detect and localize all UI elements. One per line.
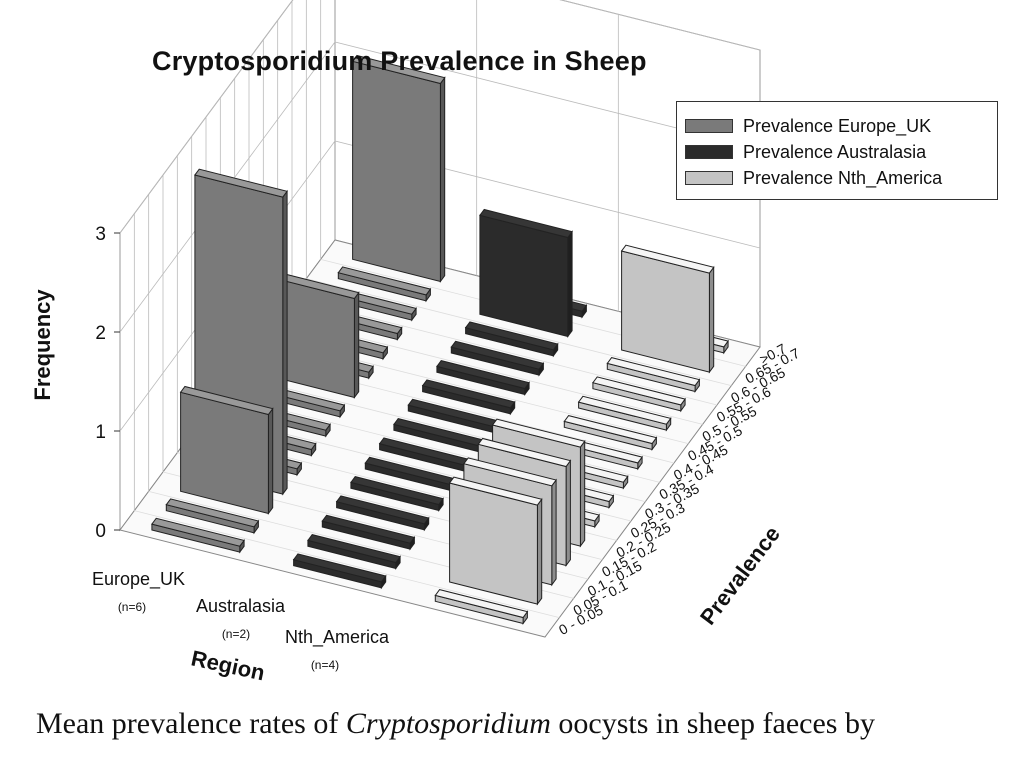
region-n-label: (n=4) [311,658,339,672]
bar-side [439,76,446,284]
bar [450,340,545,377]
bar-side [536,497,543,606]
x-axis-label: Region [189,645,267,685]
chart-legend: Prevalence Europe_UK Prevalence Australa… [676,101,998,200]
bar [464,321,559,358]
bar-top [165,498,260,528]
bar-side [579,439,586,548]
bar [337,266,432,303]
bar-top [321,514,416,544]
floor-line [234,374,660,483]
bar-side [565,459,571,568]
bar-side [708,265,715,374]
bar [606,357,701,394]
legend-label: Prevalence Australasia [743,141,927,162]
bar-top [606,357,701,387]
bar [179,385,274,516]
bar-top [434,589,529,619]
floor-line [306,278,732,387]
y-tick-label: 1 [95,422,106,443]
bar-top [194,168,288,198]
bar-top [592,376,686,406]
bar [434,589,529,626]
bar [448,476,543,606]
bar [292,553,387,590]
floor-line [134,510,560,619]
bar-top [350,476,444,506]
gridline [119,0,761,234]
bar-top [479,208,573,239]
bar [364,456,459,493]
gridline [119,41,761,333]
region-n-label: (n=6) [118,600,146,614]
z-axis-label: Prevalence [695,522,785,630]
bar-top [292,553,387,583]
bar [620,244,715,374]
gridline [119,140,761,432]
bar [165,498,260,535]
y-tick-label: 0 [95,521,106,542]
bar-side [567,230,573,339]
bar [307,534,401,571]
bar-top [563,415,658,445]
bar [479,208,573,339]
bar-top [450,340,545,370]
bar-side [267,407,274,516]
figure-caption: Mean prevalence rates of Cryptosporidium… [36,707,875,741]
bar-top [179,385,274,416]
y-tick-label: 3 [95,224,106,245]
bar [563,415,658,452]
bar [351,54,446,284]
bar-top [436,360,530,390]
caption-italic: Cryptosporidium [345,707,551,740]
bar-top [448,476,543,506]
bar [335,495,430,532]
bar [350,476,444,513]
bar [265,269,360,400]
bar-top [151,517,245,547]
bar-top [620,244,715,274]
legend-item: Prevalence Europe_UK [685,115,931,137]
bar [436,360,530,397]
region-label: Nth_America [285,627,390,648]
region-label: Australasia [196,596,286,616]
y-axis-label: Frequency [30,289,55,401]
bar-top [463,457,557,487]
legend-swatch [685,145,733,159]
legend-item: Prevalence Nth_America [685,167,942,189]
y-tick-label: 2 [95,323,106,344]
bar-top [421,379,516,409]
legend-label: Prevalence Europe_UK [743,115,932,136]
floor-line [291,297,718,406]
legend-label: Prevalence Nth_America [743,167,943,188]
bar-top [477,437,572,468]
bar-top [577,395,672,425]
bar-top [351,54,446,85]
region-label: Europe_UK [92,569,185,590]
bar-side [353,291,360,400]
bar-top [335,495,430,525]
legend-swatch [685,119,733,133]
bar-side [282,189,288,496]
legend-swatch [685,171,733,185]
region-n-label: (n=2) [222,627,250,641]
bar [321,514,416,551]
bar-front [352,60,441,283]
caption-text-end: oocysts in sheep faeces by [550,707,875,740]
caption-text: Mean prevalence rates of [36,707,346,740]
bar [421,379,516,416]
bar-top [464,321,559,351]
legend-item: Prevalence Australasia [685,141,926,163]
bar [151,517,245,554]
bar [592,376,686,413]
bar-top [307,534,401,564]
chart-title: Cryptosporidium Prevalence in Sheep [152,46,647,76]
bar-side [551,478,557,587]
bar-top [337,266,432,296]
bar [577,395,672,432]
bar-top [491,418,586,448]
